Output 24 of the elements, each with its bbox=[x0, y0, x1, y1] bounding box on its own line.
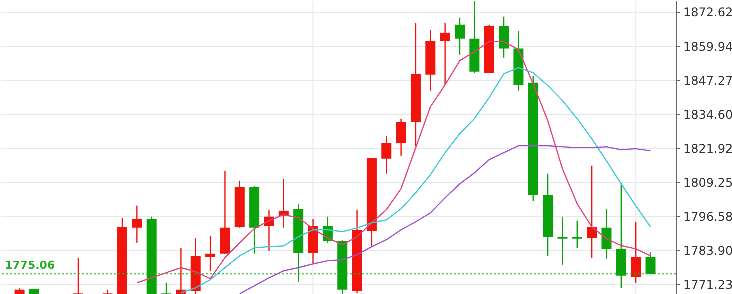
y-tick-label: 1783.90 bbox=[684, 244, 732, 258]
candlestick bbox=[587, 165, 598, 259]
candlestick bbox=[440, 22, 450, 86]
candlestick bbox=[382, 135, 392, 175]
candlestick bbox=[572, 220, 582, 249]
candlestick bbox=[631, 221, 642, 284]
y-tick-label: 1872.62 bbox=[684, 6, 732, 20]
candlestick bbox=[132, 205, 142, 244]
y-tick-label: 1847.27 bbox=[684, 74, 732, 88]
y-tick-label: 1859.94 bbox=[684, 40, 732, 54]
candlestick bbox=[646, 251, 656, 275]
candlestick bbox=[396, 118, 406, 157]
y-tick-label: 1771.23 bbox=[684, 278, 732, 292]
y-tick-label: 1809.25 bbox=[684, 176, 732, 190]
candlestick bbox=[499, 16, 510, 59]
candlestick bbox=[602, 208, 612, 260]
candlestick bbox=[455, 17, 465, 56]
y-tick-label: 1834.60 bbox=[684, 108, 732, 122]
y-tick-label: 1821.92 bbox=[684, 142, 732, 156]
ref-line-label: 1775.06 bbox=[5, 259, 56, 272]
y-tick-label: 1796.58 bbox=[684, 210, 732, 224]
candlestick bbox=[206, 235, 216, 272]
candlestick bbox=[558, 216, 568, 266]
line-series bbox=[239, 145, 652, 294]
